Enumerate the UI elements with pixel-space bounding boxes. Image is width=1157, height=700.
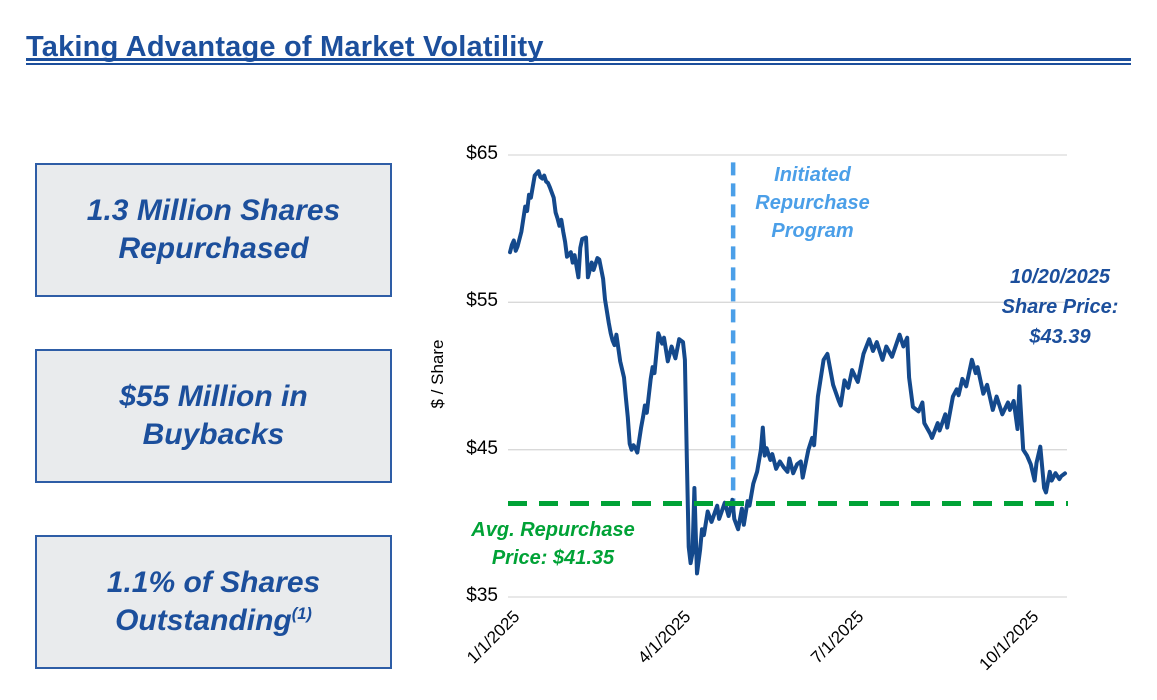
footnote-marker: (1) bbox=[291, 605, 312, 623]
annotation-line: Avg. Repurchase bbox=[471, 519, 635, 541]
initiated-repurchase-annotation: Initiated Repurchase Program bbox=[735, 161, 890, 245]
stat-box-line: Repurchased bbox=[118, 232, 309, 265]
title-underline bbox=[26, 58, 1131, 65]
y-axis-title: $ / Share bbox=[428, 339, 447, 409]
annotation-line: Repurchase bbox=[755, 192, 870, 214]
share-price-plot bbox=[508, 154, 1068, 598]
share-price-chart: $65 $55 $45 $35 $ / Share 1/1/2025 4/1/2… bbox=[420, 130, 1157, 700]
stat-box-percent-outstanding: 1.1% of Shares Outstanding(1) bbox=[35, 535, 392, 669]
stat-box-line: Outstanding(1) bbox=[115, 602, 312, 640]
stat-box-line: 1.1% of Shares bbox=[106, 565, 321, 599]
stat-box-line: 1.3 Million Shares bbox=[86, 193, 341, 227]
annotation-line: $43.39 bbox=[1029, 326, 1091, 348]
stat-box-line-text: Outstanding bbox=[115, 604, 292, 637]
annotation-line: 10/20/2025 bbox=[1009, 266, 1111, 288]
annotation-line: Program bbox=[771, 220, 854, 242]
avg-repurchase-price-annotation: Avg. Repurchase Price: $41.35 bbox=[440, 516, 666, 572]
stat-box-shares-repurchased: 1.3 Million Shares Repurchased bbox=[35, 163, 392, 297]
stat-box-line: Buybacks bbox=[142, 418, 285, 451]
stat-box-line: $55 Million in bbox=[119, 379, 308, 413]
y-axis-tick-55: $55 bbox=[466, 290, 498, 312]
y-axis-tick-65: $65 bbox=[466, 143, 498, 164]
stat-box-buyback-dollars: $55 Million in Buybacks bbox=[35, 349, 392, 483]
y-axis-tick-45: $45 bbox=[466, 437, 498, 459]
annotation-line: Price: $41.35 bbox=[491, 547, 615, 569]
annotation-line: Share Price: bbox=[1001, 296, 1119, 318]
annotation-line: Initiated bbox=[774, 164, 851, 186]
y-axis-tick-35: $35 bbox=[466, 585, 498, 606]
current-share-price-annotation: 10/20/2025 Share Price: $43.39 bbox=[976, 262, 1144, 352]
